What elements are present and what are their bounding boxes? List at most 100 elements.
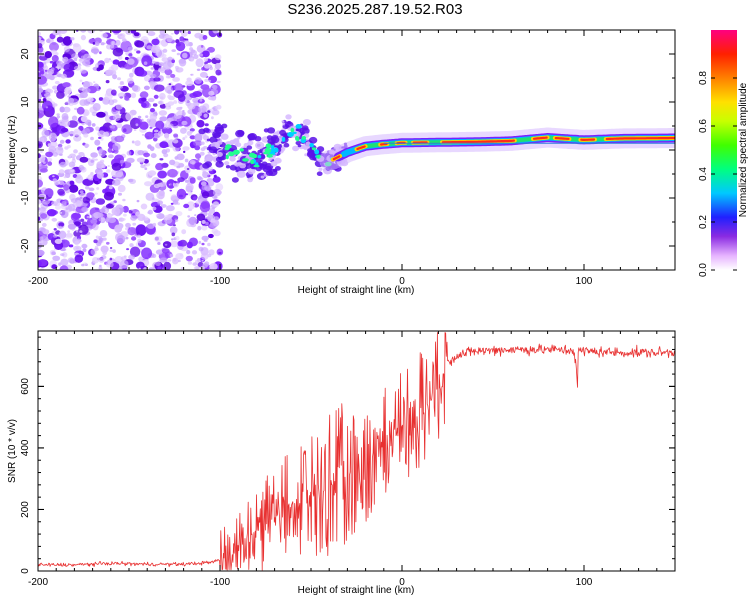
spectrogram-blob bbox=[285, 114, 292, 120]
spectrogram-blob bbox=[173, 133, 179, 138]
spectrogram-blob bbox=[38, 92, 42, 100]
spectrogram-blob bbox=[189, 177, 196, 184]
spectrogram-blob bbox=[268, 158, 272, 162]
spectrogram-blob bbox=[61, 119, 71, 127]
colorbar-tick-label: 0.2 bbox=[698, 215, 709, 229]
spectrogram-blob bbox=[90, 152, 98, 158]
spectrogram-blob bbox=[69, 258, 75, 264]
spectrogram-blob bbox=[204, 63, 211, 69]
spectrogram-blob bbox=[114, 255, 124, 264]
spectrogram-blob bbox=[200, 265, 205, 270]
spectrogram-blob bbox=[100, 245, 109, 253]
spectrogram-blob bbox=[40, 168, 48, 173]
spectrogram-blob bbox=[87, 121, 92, 127]
spectrogram-blob bbox=[158, 67, 165, 72]
spectrogram-blob bbox=[52, 103, 58, 107]
spectrogram-blob bbox=[65, 232, 73, 238]
spectrogram-blob bbox=[196, 213, 206, 222]
spectrogram-blob bbox=[171, 49, 176, 52]
snr-panel: -200 -100 0 100 0 200 400 600 Height of straig… bbox=[7, 330, 676, 596]
spectrogram-blob bbox=[97, 212, 104, 218]
spectrogram-blob bbox=[60, 253, 65, 256]
spectrogram-blob bbox=[184, 122, 188, 125]
spectrogram-blob bbox=[161, 248, 170, 254]
spectrogram-blob bbox=[197, 258, 201, 262]
spectrogram-blob bbox=[270, 161, 278, 167]
spectrogram-blob bbox=[54, 238, 63, 244]
spectrogram-blob bbox=[188, 42, 193, 47]
spectrogram-blob bbox=[50, 49, 57, 55]
spectrogram-blob bbox=[40, 267, 44, 270]
colorbar-title: Normalized spectral amplitude bbox=[738, 82, 749, 217]
spectrogram-blob bbox=[208, 208, 216, 214]
spectrogram-blob bbox=[199, 151, 205, 156]
spectrogram-blob bbox=[91, 111, 98, 117]
spectrogram-blob bbox=[58, 211, 63, 214]
spectrogram-blob bbox=[119, 82, 125, 85]
spectrogram-blob bbox=[82, 196, 91, 204]
spectrogram-blob bbox=[177, 94, 186, 102]
snr-x-ticks: -200 -100 0 100 bbox=[28, 331, 676, 588]
spectrogram-blob bbox=[102, 237, 107, 241]
spectrogram-blob bbox=[123, 255, 127, 258]
spectrogram-blob bbox=[207, 242, 211, 247]
spectrogram-blob bbox=[38, 260, 42, 267]
spectrogram-y-ticks: -20 -10 0 10 20 bbox=[20, 29, 675, 271]
spectrogram-blob bbox=[187, 103, 196, 110]
spectrogram-blob bbox=[187, 30, 191, 35]
spectrogram-hotspot bbox=[292, 131, 297, 135]
spectrogram-blob bbox=[196, 119, 205, 128]
ridge-red-core bbox=[441, 139, 516, 144]
spectrogram-blob bbox=[112, 47, 124, 57]
spectrogram-blob bbox=[49, 109, 55, 116]
spectrogram-blob bbox=[235, 129, 245, 138]
spectrogram-blob bbox=[174, 180, 177, 184]
spectrogram-blob bbox=[155, 162, 164, 171]
spectrogram-blob bbox=[126, 157, 135, 163]
spectrogram-blob bbox=[214, 62, 222, 70]
spectrogram-blob bbox=[52, 178, 58, 183]
spectrogram-blob bbox=[110, 89, 117, 96]
spectrogram-blob bbox=[78, 64, 82, 67]
spectrogram-hotspot bbox=[239, 148, 244, 152]
spectrogram-blob bbox=[64, 87, 72, 95]
spectrogram-blob bbox=[110, 64, 119, 71]
spectrogram-blob bbox=[202, 35, 208, 40]
spectrogram-blob bbox=[96, 88, 100, 92]
spectrogram-blob bbox=[44, 88, 54, 94]
spectrogram-blob bbox=[86, 192, 95, 199]
spectrogram-blob bbox=[47, 157, 53, 162]
spectrogram-blob bbox=[208, 233, 214, 239]
spectrogram-blob bbox=[38, 43, 43, 49]
spectrogram-blob bbox=[90, 159, 94, 163]
spectrogram-blob bbox=[194, 145, 201, 151]
spectrogram-blob bbox=[255, 141, 265, 150]
spectrogram-blob bbox=[59, 139, 65, 144]
y-tick-label: 10 bbox=[20, 96, 31, 108]
spectrogram-hotspot bbox=[264, 147, 272, 154]
spectrogram-blob bbox=[67, 230, 70, 234]
spectrogram-blob bbox=[209, 136, 218, 144]
spectrogram-blob bbox=[133, 48, 138, 52]
spectrogram-blob bbox=[208, 146, 218, 154]
spectrogram-blob bbox=[56, 60, 62, 66]
spectrogram-blob bbox=[171, 232, 176, 237]
spectrogram-blob bbox=[191, 250, 198, 255]
spectrogram-blob bbox=[174, 83, 184, 93]
spectrogram-blob bbox=[180, 127, 187, 134]
spectrogram-blob bbox=[122, 30, 129, 33]
y-tick-label: 0 bbox=[20, 147, 31, 153]
spectrogram-blob bbox=[172, 199, 179, 205]
spectrogram-blob bbox=[114, 224, 122, 233]
spectrogram-blob bbox=[165, 121, 170, 125]
spectrogram-blob bbox=[199, 71, 208, 78]
spectrogram-hotspot bbox=[290, 127, 295, 133]
colorbar-tick-label: 0.4 bbox=[698, 167, 709, 181]
spectrogram-blob bbox=[112, 143, 121, 151]
spectrogram-blob bbox=[95, 207, 100, 211]
spectrogram-blob bbox=[79, 69, 87, 74]
spectrogram-hotspot bbox=[232, 149, 240, 155]
spectrogram-hotspot bbox=[257, 155, 262, 159]
spectrogram-blob bbox=[121, 218, 126, 221]
